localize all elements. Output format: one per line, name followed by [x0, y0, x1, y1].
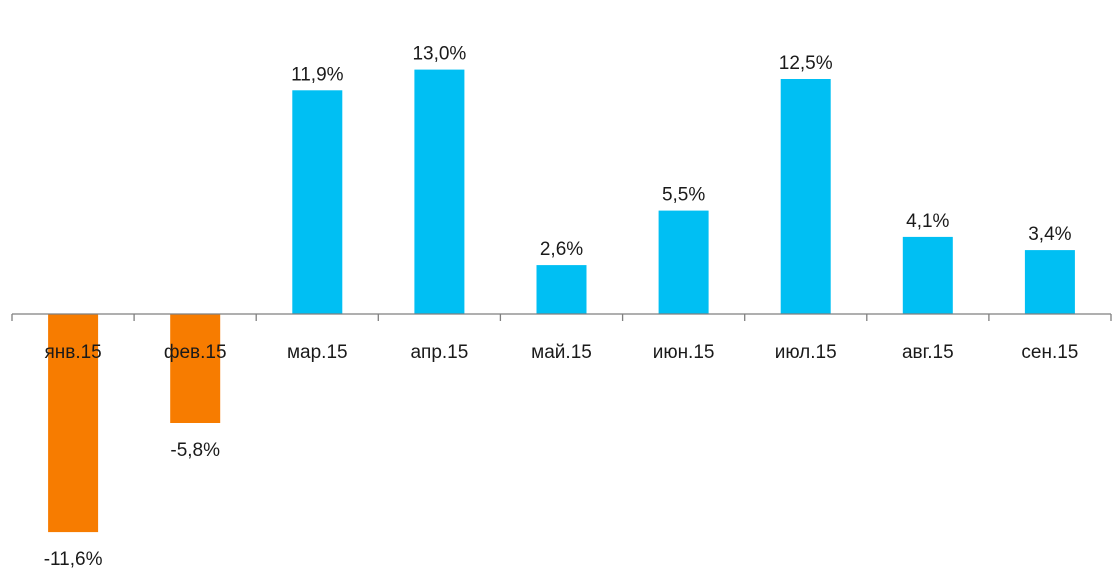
category-label-1: янв.15 — [44, 342, 101, 363]
bar-1 — [48, 314, 99, 533]
bar-6 — [658, 210, 709, 314]
data-label-2: -5,8% — [170, 440, 220, 461]
bar-2 — [170, 314, 221, 423]
data-label-9: 3,4% — [1028, 224, 1071, 245]
bar-4 — [414, 69, 465, 314]
category-label-9: сен.15 — [1021, 342, 1078, 363]
category-labels: янв.15 фев.15 мар.15 апр.15 май.15 июн.15 июл.… — [44, 342, 1078, 363]
bar-9 — [1024, 250, 1075, 314]
data-label-6: 5,5% — [662, 185, 705, 206]
category-label-3: мар.15 — [287, 342, 348, 363]
bar-8 — [902, 236, 953, 314]
data-label-5: 2,6% — [540, 239, 583, 260]
data-label-4: 13,0% — [412, 44, 466, 65]
x-axis — [11, 313, 1112, 321]
bar-3 — [292, 90, 343, 314]
data-label-8: 4,1% — [906, 211, 949, 232]
value-labels: -11,6% -5,8% 11,9% 13,0% 2,6% 5,5% 12,5% 4,1% 3,… — [44, 44, 1072, 570]
data-label-3: 11,9% — [291, 64, 344, 85]
bar-5 — [536, 265, 587, 314]
data-label-1: -11,6% — [44, 549, 103, 570]
category-label-2: фев.15 — [164, 342, 227, 363]
category-label-6: июн.15 — [653, 342, 715, 363]
category-label-5: май.15 — [531, 342, 592, 363]
category-label-4: апр.15 — [410, 342, 468, 363]
data-label-7: 12,5% — [779, 53, 833, 74]
bars-group — [48, 69, 1075, 533]
bar-7 — [780, 79, 831, 314]
category-label-7: июл.15 — [775, 342, 837, 363]
category-label-8: авг.15 — [902, 342, 954, 363]
